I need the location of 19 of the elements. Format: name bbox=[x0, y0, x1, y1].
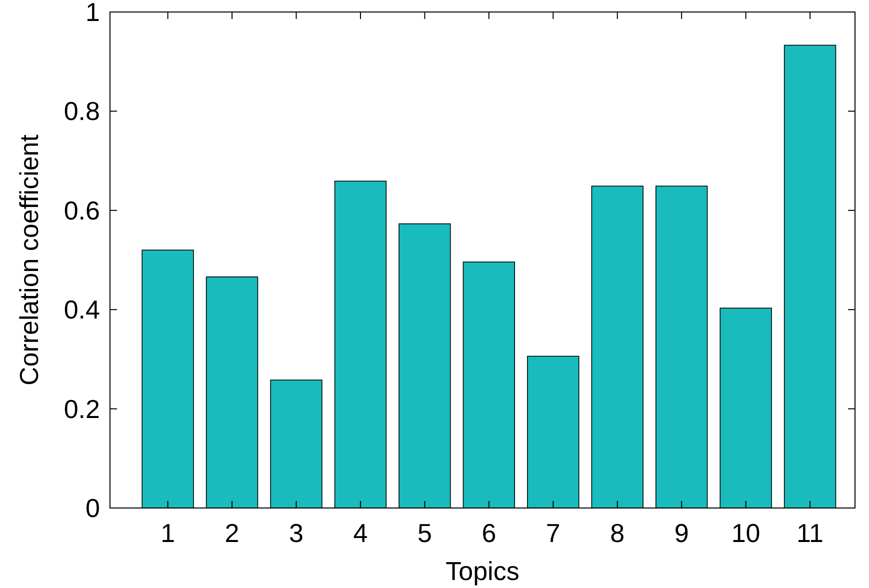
x-tick-label: 11 bbox=[796, 518, 824, 548]
x-tick-label: 10 bbox=[731, 518, 760, 548]
x-tick-label: 5 bbox=[417, 518, 432, 548]
y-tick-label: 0 bbox=[86, 493, 100, 523]
x-tick-label: 2 bbox=[224, 518, 240, 548]
y-tick-label: 0.8 bbox=[64, 96, 100, 126]
x-tick-label: 8 bbox=[610, 518, 625, 548]
x-tick-label: 9 bbox=[674, 518, 689, 548]
y-axis-title: Correlation coefficient bbox=[14, 134, 44, 386]
x-tick-label: 4 bbox=[353, 518, 368, 548]
y-tick-label: 1 bbox=[86, 0, 100, 27]
y-tick-label: 0.6 bbox=[64, 195, 100, 226]
x-tick-label: 6 bbox=[482, 518, 496, 548]
y-tick-label: 0.2 bbox=[64, 394, 100, 424]
y-tick-label: 0.4 bbox=[64, 294, 100, 325]
x-tick-label: 7 bbox=[546, 518, 560, 548]
x-tick-label: 1 bbox=[160, 518, 176, 548]
x-tick-label: 3 bbox=[289, 518, 304, 548]
x-axis-title: Topics bbox=[446, 556, 520, 586]
